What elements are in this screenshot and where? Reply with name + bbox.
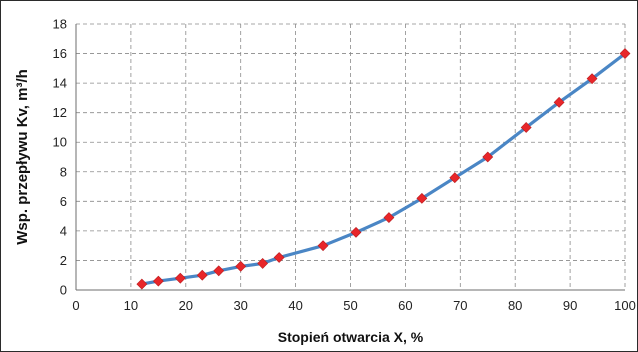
y-tick-label: 10: [53, 135, 67, 150]
data-point: [152, 275, 164, 287]
x-tick-label: 60: [398, 298, 412, 313]
data-point: [350, 226, 362, 238]
y-tick-label: 4: [60, 223, 67, 238]
data-point: [213, 265, 225, 277]
data-point: [174, 272, 186, 284]
x-tick-label: 100: [614, 298, 636, 313]
x-tick-label: 90: [563, 298, 577, 313]
data-point: [619, 48, 631, 59]
y-tick-label: 16: [53, 46, 67, 61]
x-tick-label: 70: [453, 298, 467, 313]
y-tick-label: 8: [60, 164, 67, 179]
data-point: [136, 278, 148, 290]
data-point: [235, 260, 247, 272]
x-tick-label: 0: [72, 298, 79, 313]
axes: [75, 24, 625, 291]
x-tick-label: 10: [124, 298, 138, 313]
y-tick-label: 6: [60, 194, 67, 209]
series-line: [140, 51, 627, 286]
tick-labels: 0 2 4 6 8 10 12 14 16 18 0 10 20 30 40 50 60 70 80 90 100: [53, 17, 636, 314]
data-point: [416, 192, 428, 204]
y-tick-label: 2: [60, 253, 67, 268]
grid: [76, 23, 626, 290]
y-tick-label: 14: [53, 76, 67, 91]
data-point: [553, 96, 565, 108]
data-point: [449, 172, 461, 184]
data-point: [317, 240, 329, 252]
x-tick-label: 40: [288, 298, 302, 313]
y-tick-label: 18: [53, 17, 67, 32]
y-tick-label: 0: [60, 283, 67, 298]
data-point: [586, 73, 598, 85]
data-point: [196, 269, 208, 281]
y-axis-title: Wsp. przepływu Kv, m³/h: [14, 69, 31, 245]
x-tick-label: 50: [343, 298, 357, 313]
data-point: [383, 212, 395, 224]
x-tick-label: 80: [508, 298, 522, 313]
data-point: [482, 151, 494, 163]
x-axis-title: Stopień otwarcia X, %: [278, 329, 424, 345]
data-point: [520, 122, 532, 133]
data-point: [257, 257, 269, 269]
data-point: [273, 252, 285, 263]
x-tick-label: 30: [233, 298, 247, 313]
x-tick-label: 20: [179, 298, 193, 313]
series-layer: [136, 48, 631, 290]
y-tick-label: 12: [53, 105, 67, 120]
